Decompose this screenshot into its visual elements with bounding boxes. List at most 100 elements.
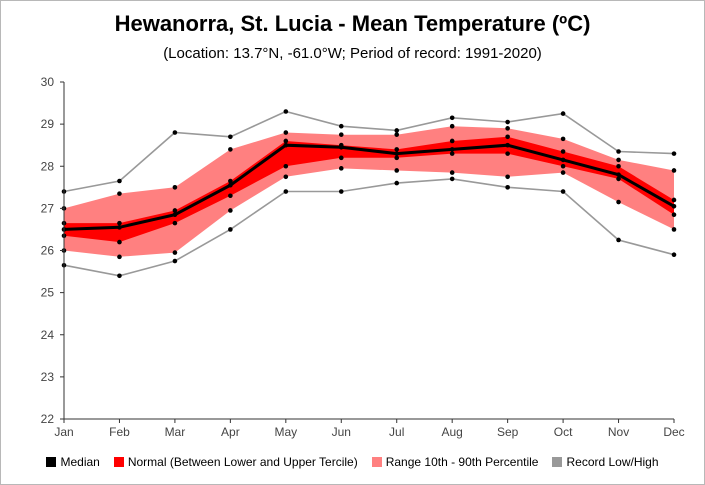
percentile-90-point-oct [560, 136, 566, 142]
tercile-upper-point-apr [228, 178, 233, 184]
tercile-upper-point-jul [394, 147, 400, 152]
record-low-point-jun [338, 189, 344, 194]
y-tick-label-22: 22 [41, 412, 55, 426]
record-low-point-dec [671, 252, 677, 258]
y-tick-label-30: 30 [41, 75, 55, 89]
x-tick-label-jun: Jun [332, 425, 351, 439]
tercile-lower-point-aug [449, 151, 455, 156]
percentile-90-point-may [283, 130, 289, 135]
record-low-point-sep [505, 185, 510, 190]
record-high-point-jun [338, 123, 344, 129]
tercile-lower-point-nov [616, 176, 621, 182]
percentile-10-point-oct [560, 170, 566, 175]
legend-item-median: Median [46, 455, 100, 469]
median-point-mar [172, 212, 178, 217]
y-tick-label-23: 23 [41, 370, 55, 384]
percentile-10-point-apr [228, 208, 233, 213]
x-tick-label-jul: Jul [389, 425, 404, 439]
x-tick-label-apr: Apr [221, 425, 240, 439]
tercile-lower-point-jun [338, 155, 344, 161]
median-point-dec [671, 203, 677, 209]
median-point-may [283, 142, 289, 148]
record-high-point-may [283, 109, 289, 114]
y-tick-label-27: 27 [41, 201, 55, 215]
tercile-lower-point-feb [117, 239, 122, 245]
axes-layer: 22 23 24 25 26 27 28 29 30 Jan Feb Mar Apr May Jun Jul A… [41, 75, 685, 439]
tercile-band [64, 136, 674, 243]
percentile-10-point-dec [671, 227, 677, 232]
percentile-90-point-feb [117, 191, 122, 196]
percentile-90-point-sep [505, 126, 510, 131]
legend-label-record: Record Low/High [566, 455, 659, 469]
x-tick-label-jan: Jan [54, 425, 73, 439]
record-high-point-sep [505, 119, 510, 125]
percentile-10-point-mar [172, 250, 178, 255]
x-tick-label-mar: Mar [165, 425, 186, 439]
median-line [63, 143, 675, 231]
median-point-nov [616, 172, 621, 177]
record-high-point-mar [172, 130, 178, 135]
points-layer [61, 109, 677, 279]
record-low-point-feb [117, 273, 122, 279]
legend-swatch-percentile [371, 457, 382, 467]
percentile-90-point-jul [394, 132, 400, 137]
median-point-apr [228, 182, 233, 188]
tercile-lower-point-mar [172, 220, 178, 226]
record-low-point-nov [616, 237, 621, 243]
tercile-upper-point-sep [505, 134, 510, 140]
percentile-10-point-may [283, 174, 289, 180]
tercile-lower-point-sep [505, 151, 510, 156]
legend-swatch-median [46, 457, 57, 467]
x-tick-label-dec: Dec [663, 425, 684, 439]
y-tick-label-25: 25 [41, 286, 55, 300]
legend-label-median: Median [60, 455, 100, 469]
tercile-upper-point-dec [671, 197, 677, 203]
chart-legend: Median Normal (Between Lower and Upper T… [1, 455, 704, 469]
x-tick-label-aug: Aug [442, 425, 463, 439]
record-low-point-mar [172, 258, 178, 264]
percentile-10-point-aug [449, 170, 455, 175]
tercile-upper-point-aug [449, 138, 455, 144]
legend-swatch-record [552, 457, 563, 467]
record-low-point-aug [449, 176, 455, 182]
legend-label-tercile: Normal (Between Lower and Upper Tercile) [127, 455, 358, 469]
record-high-point-nov [616, 149, 621, 154]
median-point-aug [449, 147, 455, 152]
tercile-upper-point-oct [560, 149, 566, 154]
y-tick-label-26: 26 [41, 244, 55, 258]
percentile-10-point-sep [505, 174, 510, 180]
percentile-10-point-nov [616, 199, 621, 205]
record-low-point-may [283, 189, 289, 194]
percentile-90-point-aug [449, 123, 455, 129]
lines-layer [63, 110, 675, 277]
y-tick-label-29: 29 [41, 117, 55, 131]
record-high-point-dec [671, 151, 677, 156]
chart-subtitle: (Location: 13.7°N, -61.0°W; Period of re… [163, 45, 542, 62]
tercile-lower-point-may [283, 163, 289, 169]
percentile-90-point-mar [172, 185, 178, 190]
tercile-upper-point-mar [172, 208, 178, 213]
record-low-point-oct [560, 189, 566, 194]
percentile-10-point-jul [394, 168, 400, 173]
x-tick-label-oct: Oct [554, 425, 573, 439]
median-point-jul [394, 151, 400, 156]
percentile-90-point-apr [228, 147, 233, 152]
y-tick-label-28: 28 [41, 159, 55, 173]
median-point-oct [560, 157, 566, 163]
record-high-line [63, 110, 675, 193]
median-point-feb [117, 225, 122, 230]
record-high-point-apr [228, 134, 233, 140]
record-high-point-feb [117, 178, 122, 184]
percentile-90-point-dec [671, 168, 677, 173]
record-low-point-jul [394, 180, 400, 186]
record-low-line [63, 178, 675, 277]
record-high-point-oct [560, 111, 566, 116]
legend-item-record: Record Low/High [552, 455, 659, 469]
tercile-lower-point-apr [228, 193, 233, 199]
record-low-point-apr [228, 227, 233, 232]
chart-title: Hewanorra, St. Lucia - Mean Temperature … [114, 11, 591, 36]
tercile-lower-point-dec [671, 212, 677, 217]
legend-item-percentile: Range 10th - 90th Percentile [371, 455, 538, 469]
